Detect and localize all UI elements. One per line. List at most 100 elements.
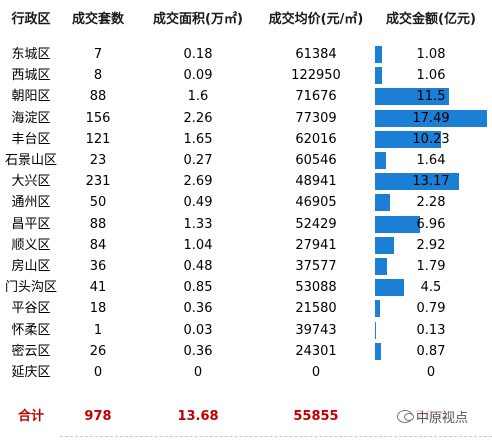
area-value: 0.85 — [183, 280, 213, 296]
wechat-icon — [397, 410, 414, 423]
price-value: 39743 — [295, 322, 337, 338]
area-value: 1.04 — [183, 237, 213, 253]
amount-label: 17.49 — [412, 110, 450, 126]
bottom-divider — [60, 436, 492, 437]
price-value: 52429 — [295, 216, 337, 232]
table-row: 东城区 7 0.18 61384 1.08 — [0, 44, 492, 65]
district-name: 通州区 — [11, 195, 51, 211]
amount-label: 10.23 — [412, 131, 450, 147]
amount-label: 1.08 — [416, 47, 446, 62]
amount-bar — [375, 279, 404, 297]
amount-bar — [375, 321, 376, 339]
table-row: 大兴区 231 2.69 48941 13.17 — [0, 171, 492, 192]
area-value: 0.03 — [183, 322, 213, 338]
price-value: 53088 — [295, 280, 337, 296]
amount-label: 0.87 — [416, 343, 446, 359]
amount-label: 11.5 — [416, 89, 446, 105]
district-name: 朝阳区 — [11, 89, 51, 105]
table-row: 西城区 8 0.09 122950 1.06 — [0, 65, 492, 86]
district-name: 大兴区 — [11, 174, 51, 190]
table-row: 昌平区 88 1.33 52429 6.96 — [0, 214, 492, 235]
price-value: 61384 — [295, 47, 337, 62]
price-value: 48941 — [295, 174, 337, 190]
district-name: 昌平区 — [11, 216, 51, 232]
price-value: 37577 — [295, 259, 337, 274]
price-value: 71676 — [295, 89, 337, 105]
district-name: 房山区 — [11, 259, 51, 274]
amount-label: 2.92 — [416, 237, 446, 253]
amount-bar — [375, 46, 382, 63]
header-row: 行政区 成交套数 成交面积(万㎡) 成交均价(元/㎡) 成交金额(亿元) — [0, 9, 492, 30]
watermark: 中原视点 — [395, 408, 473, 430]
table-row: 海淀区 156 2.26 77309 17.49 — [0, 108, 492, 129]
column-header: 成交金额(亿元) — [386, 12, 476, 27]
area-value: 2.26 — [183, 110, 213, 126]
column-header: 行政区 — [11, 12, 51, 27]
amount-label: 0 — [426, 365, 436, 380]
units-value: 88 — [89, 89, 107, 105]
area-value: 1.65 — [183, 131, 213, 147]
area-value: 0.09 — [183, 68, 213, 84]
table-row: 朝阳区 88 1.6 71676 11.5 — [0, 86, 492, 107]
column-header: 成交面积(万㎡) — [153, 12, 243, 27]
price-value: 27941 — [295, 237, 337, 253]
total-units: 978 — [84, 409, 112, 424]
units-value: 23 — [89, 153, 107, 168]
area-value: 1.33 — [183, 216, 213, 232]
price-value: 77309 — [295, 110, 337, 126]
total-label: 合计 — [17, 409, 44, 424]
district-name: 西城区 — [11, 68, 51, 84]
amount-bar — [375, 109, 487, 127]
price-value: 60546 — [295, 153, 337, 168]
area-value: 0.49 — [183, 195, 213, 211]
area-value: 0 — [193, 365, 203, 380]
district-name: 门头沟区 — [4, 280, 57, 296]
amount-bar — [375, 67, 382, 85]
price-value: 62016 — [295, 131, 337, 147]
area-value: 0.18 — [183, 47, 213, 62]
units-value: 0 — [93, 365, 103, 380]
amount-bar — [375, 236, 394, 254]
table-row: 怀柔区 1 0.03 39743 0.13 — [0, 320, 492, 341]
table-row: 延庆区 0 0 0 0 — [0, 362, 492, 383]
amount-label: 0.13 — [416, 322, 446, 338]
units-value: 18 — [89, 301, 107, 317]
price-value: 0 — [311, 365, 321, 380]
total-area: 13.68 — [177, 409, 219, 424]
units-value: 156 — [85, 110, 111, 126]
amount-label: 4.5 — [420, 280, 442, 296]
table-row: 密云区 26 0.36 24301 0.87 — [0, 341, 492, 362]
watermark-text: 中原视点 — [416, 411, 469, 426]
amount-label: 2.28 — [416, 195, 446, 211]
district-name: 丰台区 — [11, 131, 51, 147]
amount-bar — [375, 130, 441, 148]
district-name: 怀柔区 — [11, 322, 51, 338]
price-value: 46905 — [295, 195, 337, 211]
district-name: 海淀区 — [11, 110, 51, 126]
table-row: 顺义区 84 1.04 27941 2.92 — [0, 235, 492, 256]
amount-label: 1.79 — [416, 259, 446, 274]
units-value: 231 — [85, 174, 111, 190]
units-value: 7 — [93, 47, 103, 62]
column-header: 成交套数 — [71, 12, 124, 27]
district-name: 石景山区 — [4, 153, 57, 168]
amount-bar — [375, 173, 460, 191]
amount-label: 0.79 — [416, 301, 446, 317]
table-row: 石景山区 23 0.27 60546 1.64 — [0, 150, 492, 171]
units-value: 8 — [93, 68, 103, 84]
amount-label: 1.06 — [416, 68, 446, 84]
units-value: 84 — [89, 237, 107, 253]
amount-label: 6.96 — [416, 216, 446, 232]
price-value: 122950 — [291, 68, 341, 84]
district-name: 平谷区 — [11, 301, 51, 317]
amount-bar — [375, 342, 381, 360]
amount-bar — [375, 152, 386, 169]
units-value: 1 — [93, 322, 103, 338]
area-value: 0.27 — [183, 153, 213, 168]
table-row: 平谷区 18 0.36 21580 0.79 — [0, 298, 492, 319]
price-value: 24301 — [295, 343, 337, 359]
table-row: 通州区 50 0.49 46905 2.28 — [0, 192, 492, 213]
amount-label: 13.17 — [412, 174, 450, 190]
units-value: 26 — [89, 343, 107, 359]
